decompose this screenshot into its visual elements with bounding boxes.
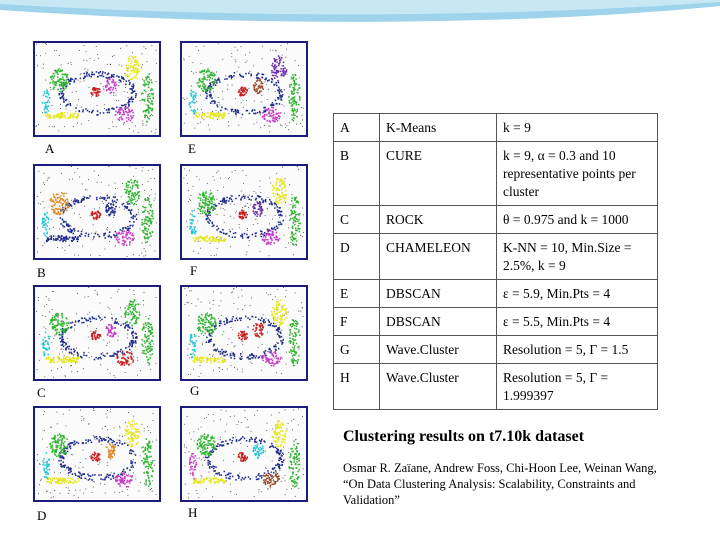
row-params: k = 9 [496,113,658,142]
row-method: CHAMELEON [379,233,497,280]
row-id: D [333,233,380,280]
cluster-panel-b [33,164,161,260]
row-method: CURE [379,141,497,206]
table-row: G Wave.Cluster Resolution = 5, Γ = 1.5 [333,335,658,364]
panel-label-g: G [190,383,200,398]
row-method: Wave.Cluster [379,363,497,410]
table-row: E DBSCAN ε = 5.9, Min.Pts = 4 [333,279,658,308]
row-id: A [333,113,380,142]
row-method: K-Means [379,113,497,142]
table-row: C ROCK θ = 0.975 and k = 1000 [333,205,658,234]
row-params: Resolution = 5, Γ = 1.5 [496,335,658,364]
parameter-table: A K-Means k = 9 B CURE k = 9, α = 0.3 an… [333,113,658,410]
panel-label-d: D [37,508,47,523]
panel-label-b: B [37,265,46,280]
row-params: K-NN = 10, Min.Size = 2.5%, k = 9 [496,233,658,280]
row-method: DBSCAN [379,279,497,308]
row-id: E [333,279,380,308]
row-id: B [333,141,380,206]
panel-label-a: A [45,141,55,156]
table-row: A K-Means k = 9 [333,113,658,142]
row-params: Resolution = 5, Γ = 1.999397 [496,363,658,410]
row-method: Wave.Cluster [379,335,497,364]
cluster-panel-h [180,406,308,502]
table-row: H Wave.Cluster Resolution = 5, Γ = 1.999… [333,363,658,410]
cluster-panel-e [180,41,308,137]
cluster-panel-c [33,285,161,381]
cluster-panel-f [180,164,308,260]
figure-caption: Clustering results on t7.10k dataset [343,428,585,445]
panel-label-e: E [188,141,196,156]
table-row: F DBSCAN ε = 5.5, Min.Pts = 4 [333,307,658,336]
panel-label-h: H [188,505,198,520]
row-params: ε = 5.9, Min.Pts = 4 [496,279,658,308]
panel-label-f: F [190,263,198,278]
row-id: G [333,335,380,364]
row-method: ROCK [379,205,497,234]
citation-text: Osmar R. Zaïane, Andrew Foss, Chi-Hoon L… [343,461,657,507]
cluster-panel-a [33,41,161,137]
row-method: DBSCAN [379,307,497,336]
table-row: B CURE k = 9, α = 0.3 and 10 representat… [333,141,658,206]
row-params: θ = 0.975 and k = 1000 [496,205,658,234]
panel-label-c: C [37,385,46,400]
row-params: k = 9, α = 0.3 and 10 representative poi… [496,141,658,206]
row-params: ε = 5.5, Min.Pts = 4 [496,307,658,336]
row-id: C [333,205,380,234]
row-id: F [333,307,380,336]
row-id: H [333,363,380,410]
header-wave-decoration [0,0,720,22]
cluster-panel-d [33,406,161,502]
cluster-panel-g [180,285,308,381]
table-row: D CHAMELEON K-NN = 10, Min.Size = 2.5%, … [333,233,658,280]
